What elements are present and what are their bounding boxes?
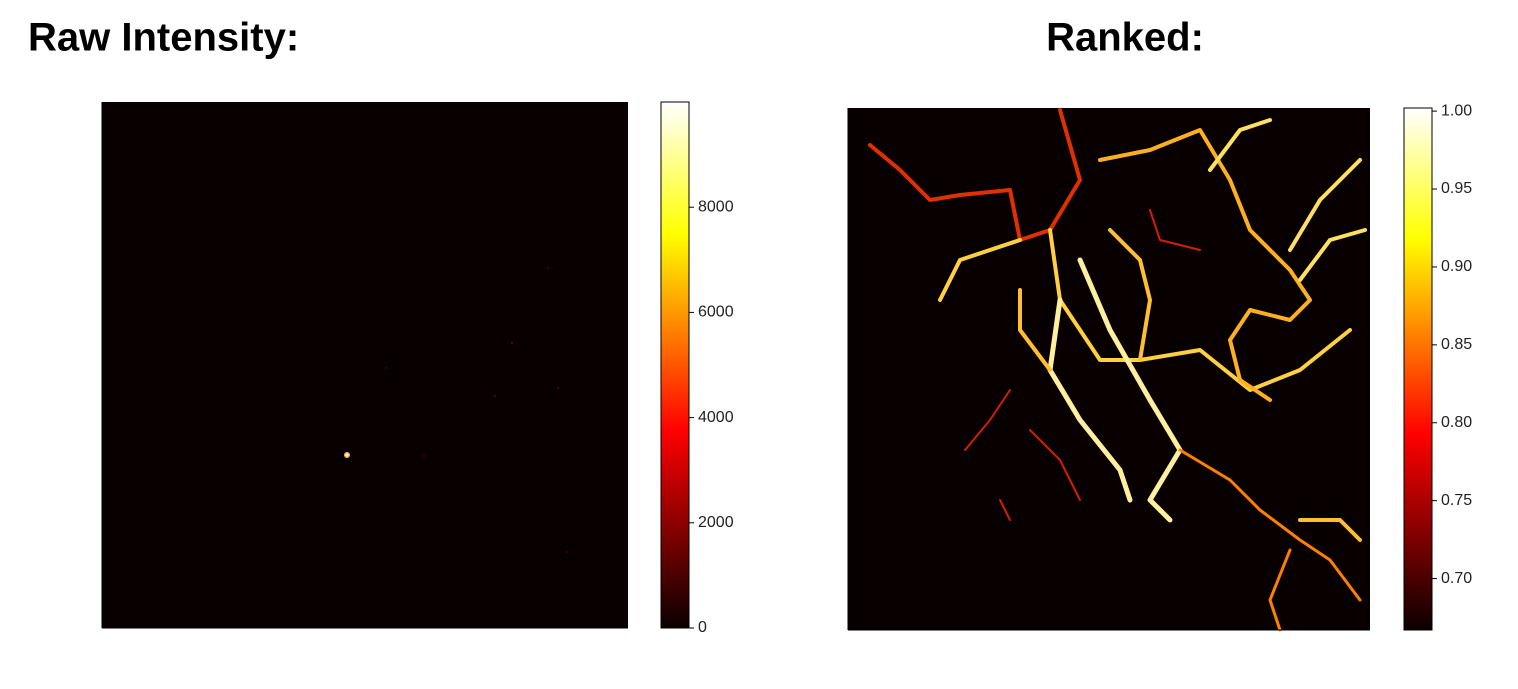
colorbar <box>1403 107 1433 631</box>
colorbar-tick-label: 0.90 <box>1441 258 1472 275</box>
colorbar-tick-label: 8000 <box>698 198 734 215</box>
heatmap-image <box>848 108 1370 630</box>
heatmap-image <box>102 102 628 628</box>
colorbar-tick-label: 1.00 <box>1441 102 1472 119</box>
colorbar-tick-label: 0.75 <box>1441 492 1472 509</box>
colorbar-tick-label: 0.80 <box>1441 414 1472 431</box>
heatmap-speckles <box>344 266 569 554</box>
colorbar-tick-label: 6000 <box>698 304 734 321</box>
colorbar-tick-label: 0.70 <box>1441 570 1472 587</box>
heatmap-filaments <box>868 108 1367 632</box>
colorbar-tick-label: 0.95 <box>1441 180 1472 197</box>
colorbar-tick-label: 2000 <box>698 514 734 531</box>
colorbar-tick-label: 0 <box>698 619 707 636</box>
panel-title: Ranked: <box>1046 16 1204 60</box>
colorbar <box>660 101 690 629</box>
colorbar-tick-label: 4000 <box>698 409 734 426</box>
panel-title: Raw Intensity: <box>28 16 299 60</box>
colorbar-tick-label: 0.85 <box>1441 336 1472 353</box>
